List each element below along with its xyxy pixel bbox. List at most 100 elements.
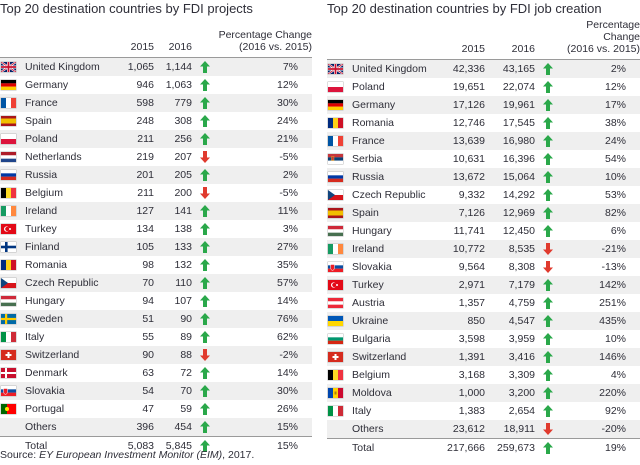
country-cell: Spain: [25, 115, 52, 127]
flag-cell: [327, 258, 348, 276]
flag-bulgaria-icon: [328, 334, 343, 344]
value-2016-cell: 779: [158, 94, 196, 112]
table-row: Belgium 3,168 3,309 4%: [327, 366, 640, 384]
table-row: France 598 779 30%: [0, 94, 312, 112]
total-row: Total 217,666 259,673 19%: [327, 438, 640, 457]
value-2016-cell: 7,179: [489, 276, 539, 294]
flag-serbia-icon: [328, 154, 343, 164]
value-2015-cell: 134: [136, 223, 154, 235]
trend-cell: [539, 330, 557, 348]
flag-cell: [327, 186, 348, 204]
flag-cell: [327, 96, 348, 114]
value-2016-cell: 3,959: [508, 333, 535, 345]
country-cell: Hungary: [25, 295, 65, 307]
value-2016-cell: 22,074: [502, 81, 535, 93]
arrow-up-icon: [196, 133, 214, 145]
table-row: United Kingdom 1,065 1,144 7%: [0, 57, 312, 76]
percentage-change-cell: 19%: [557, 438, 640, 457]
arrow-up-icon: [196, 277, 214, 289]
flag-ireland-icon: [328, 244, 343, 254]
flag-cell: [0, 274, 21, 292]
value-2016-cell: 110: [158, 274, 196, 292]
value-2016-cell: 1,063: [165, 79, 192, 91]
flag-france-icon: [1, 98, 16, 108]
trend-cell: [539, 222, 557, 240]
value-2015-cell: 98: [142, 259, 154, 271]
percentage-change-cell: 35%: [276, 259, 298, 271]
value-2015-cell: 17,126: [434, 96, 489, 114]
source-note: Source: EY European Investment Monitor (…: [0, 449, 254, 461]
percentage-change-cell: 76%: [214, 310, 312, 328]
table-row: Turkey 2,971 7,179 142%: [327, 276, 640, 294]
percentage-change-cell: 15%: [214, 436, 312, 455]
value-2015-cell: 1,383: [458, 405, 485, 417]
table-header-row: 2015 2016 Percentage Change (2016 vs. 201…: [0, 19, 312, 58]
trend-cell: [196, 346, 214, 364]
flag-cell: [327, 59, 348, 78]
value-2015-cell: 55: [142, 331, 154, 343]
arrow-up-icon: [539, 315, 557, 327]
value-2015-cell: 5,083: [113, 436, 158, 455]
trend-cell: [539, 114, 557, 132]
value-2016-cell: 3,416: [489, 348, 539, 366]
value-2015-cell: 1,000: [434, 384, 489, 402]
percentage-change-cell: 251%: [599, 297, 626, 309]
percentage-change-cell: 53%: [604, 189, 626, 201]
trend-cell: [539, 132, 557, 150]
value-2015-cell: 9,564: [458, 261, 485, 273]
flag-cell: [327, 132, 348, 150]
percentage-change-cell: 435%: [557, 312, 640, 330]
flag-cell: [0, 364, 21, 382]
country-cell: Romania: [352, 117, 395, 129]
arrow-up-icon: [539, 387, 557, 399]
country-header: [348, 19, 434, 60]
table-row: Others 396 454 15%: [0, 418, 312, 437]
flag-switzerland-icon: [328, 352, 343, 362]
country-cell: Hungary: [352, 225, 392, 237]
percentage-change-period: (2016 vs. 2015): [567, 43, 640, 55]
year-2016-header: 2016: [489, 19, 539, 60]
value-2015-cell: 90: [113, 346, 158, 364]
value-2015-cell: 63: [142, 367, 154, 379]
trend-cell: [539, 402, 557, 420]
value-2015-cell: 396: [113, 418, 158, 437]
flag-cell: [327, 78, 348, 96]
trend-cell: [196, 364, 214, 382]
percentage-change-cell: 24%: [276, 115, 298, 127]
value-2015-cell: 201: [113, 166, 158, 184]
flag-netherlands-icon: [1, 152, 16, 162]
percentage-change-cell: 62%: [276, 331, 298, 343]
value-2015-cell: 127: [113, 202, 158, 220]
flag-united-kingdom-icon: [328, 64, 343, 74]
arrow-up-icon: [196, 97, 214, 109]
percentage-change-cell: 12%: [276, 79, 298, 91]
percentage-change-cell: 6%: [610, 225, 626, 237]
trend-cell: [539, 78, 557, 96]
flag-cell: [0, 310, 21, 328]
country-header: [21, 19, 113, 58]
flag-france-icon: [328, 136, 343, 146]
arrow-up-icon: [539, 207, 557, 219]
value-2016-cell: 16,980: [489, 132, 539, 150]
trend-cell: [196, 130, 214, 148]
arrow-up-icon: [196, 61, 214, 73]
flag-cell: [327, 150, 348, 168]
country-cell: Turkey: [25, 223, 57, 235]
flag-cell: [327, 114, 348, 132]
trend-cell: [196, 274, 214, 292]
country-cell: Serbia: [352, 153, 383, 165]
flag-cell: [0, 346, 21, 364]
flag-cell: [327, 240, 348, 258]
arrow-up-icon: [196, 205, 214, 217]
flag-austria-icon: [328, 298, 343, 308]
value-2016-cell: 205: [158, 166, 196, 184]
country-cell: France: [348, 132, 434, 150]
percentage-change-cell: 92%: [604, 405, 626, 417]
table-row: France 13,639 16,980 24%: [327, 132, 640, 150]
country-cell: Turkey: [348, 276, 434, 294]
value-2015-cell: 217,666: [434, 438, 489, 457]
flag-cell: [327, 384, 348, 402]
value-2016-cell: 200: [174, 187, 192, 199]
percentage-change-cell: -20%: [557, 420, 640, 439]
flag-spain-icon: [1, 116, 16, 126]
